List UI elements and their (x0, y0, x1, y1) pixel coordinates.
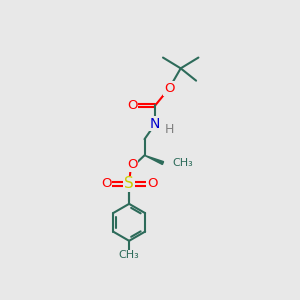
Text: O: O (147, 177, 158, 190)
Text: S: S (124, 176, 134, 191)
Text: CH₃: CH₃ (172, 158, 193, 168)
Text: N: N (150, 117, 160, 131)
Polygon shape (145, 155, 164, 164)
Text: O: O (101, 177, 111, 190)
Text: CH₃: CH₃ (119, 250, 140, 260)
Text: O: O (164, 82, 174, 95)
Text: H: H (164, 123, 174, 136)
Text: O: O (127, 99, 137, 112)
Text: O: O (127, 158, 137, 171)
